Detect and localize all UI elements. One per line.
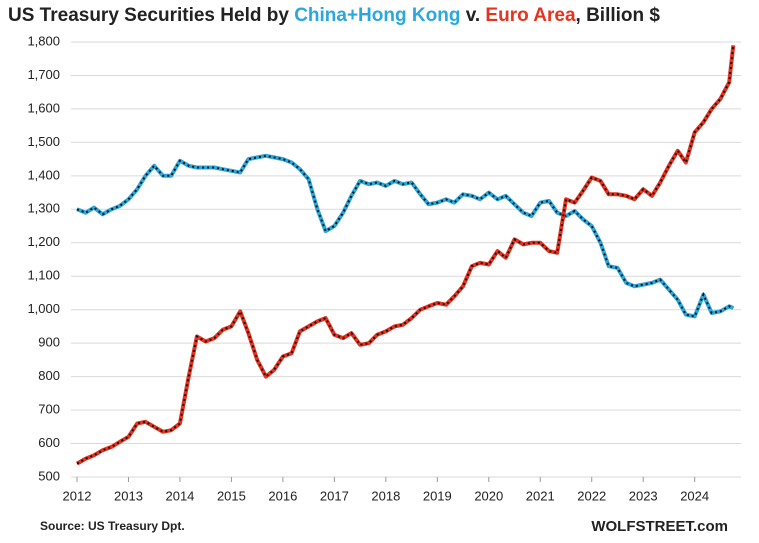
x-tick-label: 2012 [63,488,92,503]
brand: WOLFSTREET.com [591,518,728,535]
y-tick-label: 1,400 [27,167,60,182]
series-dots [76,154,734,318]
chart-title: US Treasury Securities Held by China+Hon… [8,5,660,26]
y-tick-label: 1,600 [27,100,60,115]
x-tick-label: 2018 [371,488,400,503]
x-tick-label: 2016 [268,488,297,503]
x-tick-label: 2022 [577,488,606,503]
x-tick-label: 2017 [320,488,349,503]
title-part: US Treasury Securities Held by [8,5,294,26]
y-tick-label: 1,200 [27,234,60,249]
x-tick-label: 2023 [629,488,658,503]
title-part: v. [460,5,485,26]
y-tick-label: 900 [38,335,60,350]
title-part: , Billion $ [576,5,661,26]
y-tick-label: 700 [38,402,60,417]
x-tick-label: 2024 [680,488,709,503]
legend-entry: Euro Area [485,5,576,26]
y-tick-label: 600 [38,435,60,450]
x-tick-label: 2015 [217,488,246,503]
y-tick-label: 1,000 [27,301,60,316]
y-tick-label: 1,700 [27,67,60,82]
y-tick-label: 500 [38,468,60,483]
x-tick-label: 2019 [423,488,452,503]
series-line [76,45,736,466]
series-line [76,153,735,319]
y-tick-label: 800 [38,368,60,383]
x-tick-label: 2021 [526,488,555,503]
x-tick-label: 2014 [165,488,194,503]
source: Source: US Treasury Dpt. [40,519,185,533]
x-tick-label: 2020 [474,488,503,503]
y-tick-label: 1,300 [27,201,60,216]
x-tick-label: 2013 [114,488,143,503]
series-dots [76,45,735,465]
y-tick-label: 1,500 [27,134,60,149]
y-tick-label: 1,800 [27,33,60,48]
y-tick-label: 1,100 [27,268,60,283]
legend-entry: China+Hong Kong [294,5,460,26]
